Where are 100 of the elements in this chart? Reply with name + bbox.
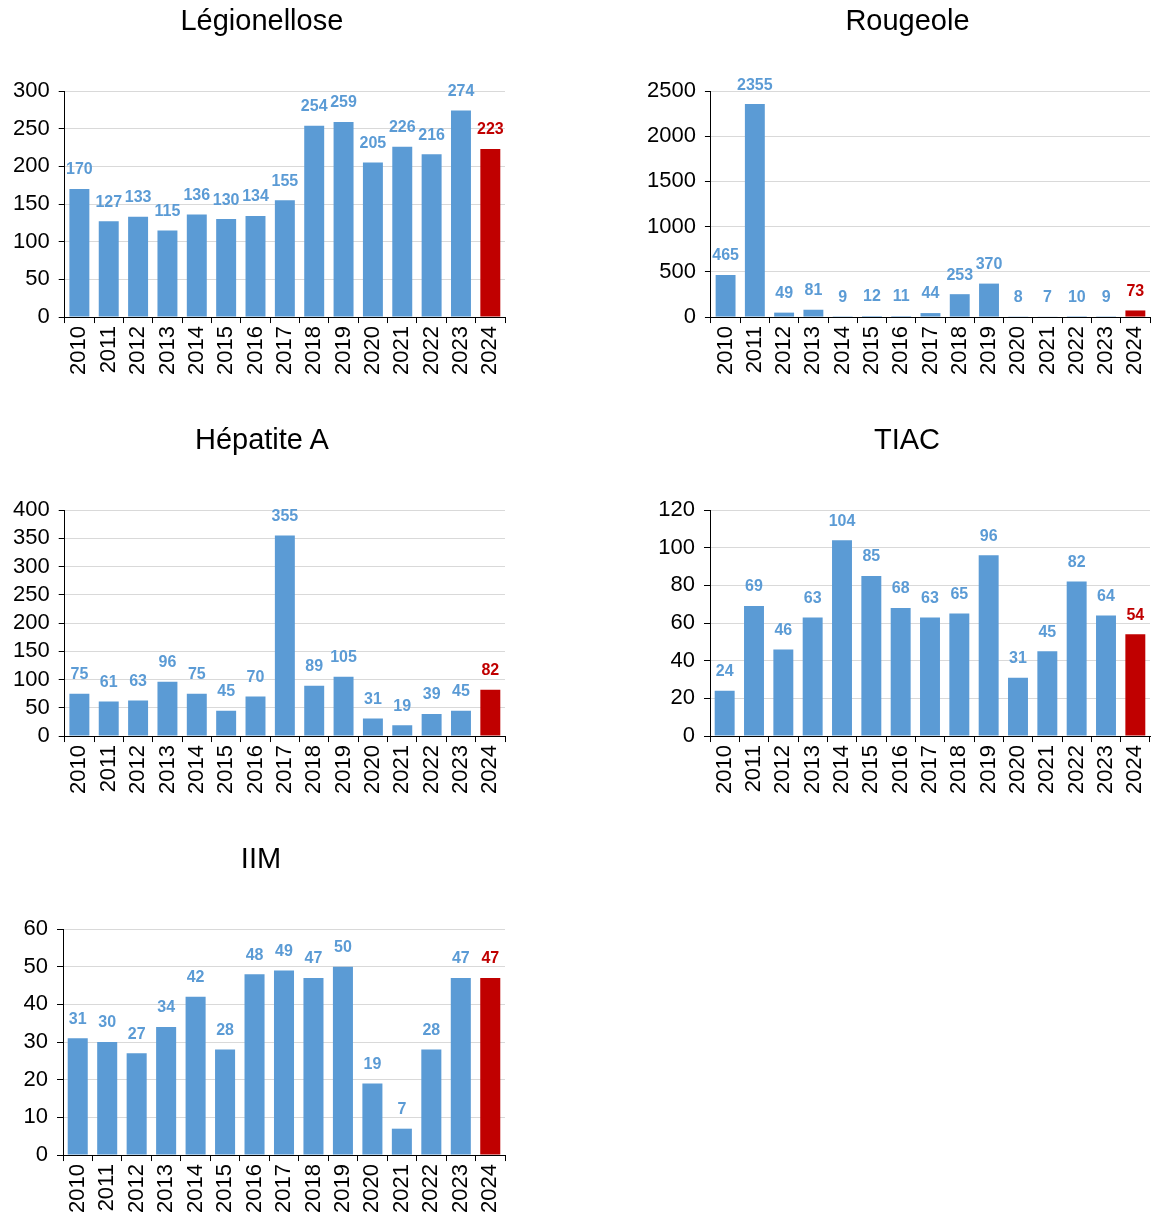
x-tick-label: 2021: [1033, 745, 1059, 795]
bar: [98, 221, 119, 317]
bar: [304, 125, 325, 317]
data-label: 65: [950, 585, 969, 603]
bar: [244, 974, 265, 1155]
y-tick-label: 80: [670, 571, 695, 597]
x-tick-label: 2023: [446, 1164, 472, 1214]
y-tick-label: 2500: [646, 77, 696, 103]
bar: [245, 696, 266, 736]
data-label: 130: [212, 190, 240, 208]
bar: [1008, 677, 1028, 736]
data-label: 104: [828, 511, 856, 529]
x-tick-label: 2023: [447, 326, 473, 376]
data-label: 105: [330, 648, 357, 666]
x-tick-label: 2023: [447, 745, 473, 795]
data-label: 89: [305, 657, 324, 675]
bar: [303, 977, 324, 1155]
data-label: 49: [775, 284, 794, 302]
x-tick-label: 2018: [300, 326, 326, 376]
y-tick-label: 100: [12, 665, 50, 691]
data-label: 27: [127, 1024, 146, 1042]
data-label: 34: [157, 998, 176, 1016]
x-tick-label: 2016: [240, 1164, 266, 1214]
x-tick-label: 2020: [1004, 326, 1030, 376]
x-tick-label: 2023: [1092, 326, 1118, 376]
data-label: 63: [921, 588, 939, 606]
bar: [362, 1083, 383, 1155]
y-tick-label: 150: [12, 190, 50, 216]
data-label: 31: [1009, 649, 1027, 667]
data-label: 24: [715, 662, 734, 680]
x-tick-label: 2019: [329, 745, 355, 795]
data-label: 259: [330, 93, 357, 111]
data-label: 54: [1126, 605, 1145, 623]
bar: [450, 977, 471, 1155]
bar: [128, 216, 149, 317]
data-label: 61: [99, 672, 118, 690]
data-label: 63: [129, 671, 148, 689]
data-label: 136: [183, 185, 211, 203]
bar: [1096, 615, 1116, 736]
bar: [480, 149, 501, 317]
data-label: 19: [393, 696, 412, 714]
y-tick-label: 50: [25, 693, 50, 719]
data-label: 226: [388, 118, 416, 136]
x-tick-label: 2019: [974, 745, 1000, 795]
bar: [333, 121, 354, 317]
x-tick-label: 2022: [417, 1164, 443, 1214]
bar: [890, 607, 911, 736]
bar: [1125, 634, 1146, 736]
x-tick-label: 2021: [388, 326, 414, 376]
bar: [715, 275, 736, 317]
bar: [274, 535, 295, 736]
bar: [773, 649, 794, 736]
y-tick-label: 0: [35, 1141, 48, 1167]
x-tick-label: 2012: [124, 326, 150, 376]
y-tick-label: 200: [12, 152, 50, 178]
data-label: 47: [304, 949, 323, 967]
data-label: 96: [158, 653, 177, 671]
x-tick-label: 2013: [153, 745, 179, 795]
bar: [978, 555, 999, 736]
data-label: 465: [712, 246, 740, 264]
data-label: 30: [98, 1013, 117, 1031]
bar: [714, 690, 735, 736]
data-label: 82: [481, 661, 500, 679]
x-tick-label: 2012: [770, 326, 796, 376]
x-tick-label: 2010: [710, 745, 736, 795]
data-label: 19: [363, 1054, 382, 1072]
x-tick-label: 2020: [358, 1164, 384, 1214]
y-tick-label: 250: [12, 114, 50, 140]
data-label: 10: [1067, 287, 1086, 305]
y-tick-label: 0: [682, 722, 695, 748]
data-label: 133: [124, 188, 152, 206]
y-tick-label: 0: [683, 303, 696, 329]
x-tick-label: 2024: [476, 1164, 502, 1214]
bar: [1037, 651, 1058, 736]
bar: [157, 230, 178, 317]
x-tick-label: 2020: [358, 326, 384, 376]
bar: [97, 1042, 118, 1155]
bar: [332, 966, 353, 1155]
y-tick-label: 200: [12, 609, 50, 635]
x-tick-label: 2021: [388, 745, 414, 795]
x-tick-label: 2014: [182, 326, 208, 376]
data-label: 75: [70, 665, 89, 683]
chart-title: TIAC: [873, 423, 941, 455]
y-tick-label: 0: [37, 722, 50, 748]
bar: [421, 154, 442, 317]
bar: [98, 701, 119, 736]
bar: [1066, 581, 1087, 736]
bar: [186, 214, 207, 317]
chart-title: Légionellose: [180, 4, 344, 36]
y-tick-label: 40: [670, 646, 695, 672]
y-tick-label: 20: [23, 1065, 48, 1091]
data-label: 31: [364, 689, 382, 707]
x-tick-label: 2013: [153, 326, 179, 376]
x-tick-label: 2024: [1121, 745, 1147, 795]
data-label: 355: [271, 506, 299, 524]
y-tick-label: 300: [12, 77, 50, 103]
data-label: 46: [774, 620, 793, 638]
x-tick-label: 2014: [828, 326, 854, 376]
data-label: 7: [1043, 287, 1053, 305]
y-tick-label: 60: [670, 609, 695, 635]
